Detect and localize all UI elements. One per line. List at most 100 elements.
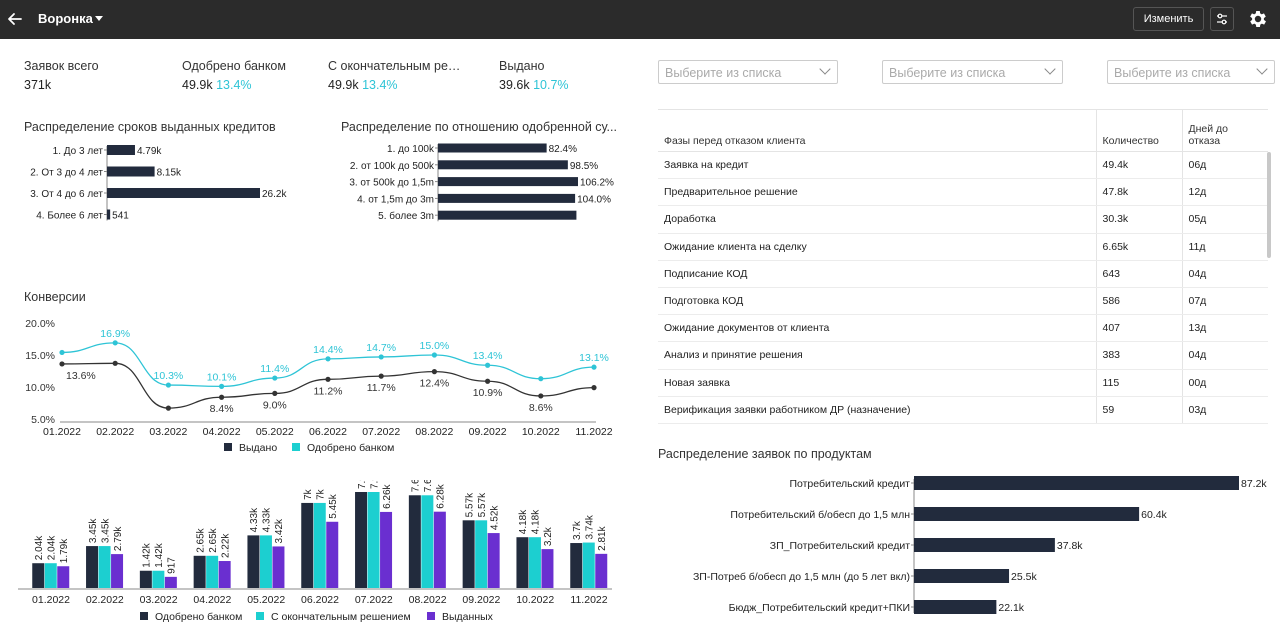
legend-swatch: [224, 443, 232, 451]
data-point: [378, 373, 384, 379]
bar: [152, 570, 165, 588]
column-header[interactable]: Дней до отказа: [1181, 109, 1268, 152]
data-label: 3.74k: [585, 514, 596, 539]
x-tick-label: 11.2022: [575, 426, 612, 438]
data-label: 2.65k: [195, 527, 206, 552]
title-dropdown-icon[interactable]: [95, 16, 103, 21]
table-header-row: Фазы перед отказом клиента Количество Дн…: [658, 109, 1268, 152]
column-header[interactable]: Количество: [1095, 109, 1182, 152]
chevron-down-icon: [1256, 63, 1268, 75]
legend-swatch: [427, 612, 435, 620]
table-scrollbar[interactable]: [1267, 152, 1271, 258]
data-label: 87.2k: [1241, 478, 1267, 490]
data-label: 8.15k: [157, 168, 182, 179]
data-point: [485, 378, 491, 384]
kpi-value: 49.9k: [182, 78, 213, 92]
table-row[interactable]: Доработка 30.3k 05д: [658, 205, 1268, 234]
bar: [408, 495, 421, 588]
table-row[interactable]: Анализ и принятие решения 383 04д: [658, 341, 1268, 370]
bar: [86, 546, 99, 588]
table-row[interactable]: Ожидание клиента на сделку 6.65k 11д: [658, 233, 1268, 261]
data-label: 1.79k: [59, 538, 70, 563]
select-placeholder: Выберите из списка: [889, 66, 1006, 80]
x-tick-label: 10.2022: [522, 426, 560, 438]
table-row[interactable]: Новая заявка 115 00д: [658, 369, 1268, 397]
kpi-value: 49.9k: [328, 78, 359, 92]
chevron-down-icon: [1044, 63, 1056, 75]
data-point: [165, 405, 171, 411]
gear-icon[interactable]: [1247, 8, 1269, 30]
bar: [541, 549, 554, 588]
table-row[interactable]: Верификация заявки работником ДР (назнач…: [658, 396, 1268, 424]
chevron-down-icon: [819, 63, 831, 75]
data-label: 7k: [316, 488, 327, 500]
x-tick-label: 02.2022: [96, 426, 134, 438]
data-label: 541: [112, 211, 129, 222]
phase-name-cell: Предварительное решение: [658, 178, 1096, 207]
products-bar-chart: Потребительский кредит 87.2k Потребительск…: [693, 476, 1267, 614]
data-label: 2.04k: [47, 535, 58, 560]
bar: [433, 511, 446, 588]
data-label: 5.57k: [464, 492, 475, 517]
x-tick-label: 06.2022: [301, 594, 339, 606]
x-tick-label: 08.2022: [409, 594, 447, 606]
legend-swatch: [140, 612, 148, 620]
kpi-label: Заявок всего: [24, 59, 99, 73]
bar: [139, 570, 152, 588]
legend-swatch: [292, 443, 300, 451]
data-label: 106.2%: [580, 178, 614, 189]
count-cell: 49.4k: [1095, 151, 1182, 180]
filter-select-3[interactable]: Выберите из списка: [1107, 60, 1275, 84]
bar: [438, 193, 576, 203]
x-tick-label: 07.2022: [362, 426, 400, 438]
phases-table: Фазы перед отказом клиента Количество Дн…: [658, 109, 1268, 424]
data-label: 104.0%: [577, 194, 611, 205]
data-label: 16.9%: [100, 328, 130, 340]
kpi-label: Одобрено банком: [182, 59, 286, 73]
data-label: 7.63k: [411, 480, 422, 492]
table-row[interactable]: Заявка на кредит 49.4k 06д: [658, 151, 1268, 180]
back-arrow-icon[interactable]: [4, 8, 26, 30]
data-label: 5.57k: [477, 492, 488, 517]
kpi-percent: 10.7%: [533, 78, 569, 92]
filter-settings-button[interactable]: [1210, 7, 1234, 31]
table-row[interactable]: Ожидание документов от клиента 407 13д: [658, 314, 1268, 343]
category-label: 3. от 500k до 1,5m: [349, 178, 434, 189]
data-label: 917: [167, 557, 178, 574]
page-title[interactable]: Воронка: [38, 11, 93, 26]
kpi-percent: 13.4%: [216, 78, 252, 92]
filter-select-2[interactable]: Выберите из списка: [882, 60, 1063, 84]
data-label: 10.9%: [473, 387, 503, 399]
bar: [421, 495, 434, 588]
bar: [301, 502, 314, 588]
bar: [914, 476, 1239, 490]
data-label: 6.28k: [436, 483, 447, 508]
data-label: 15.0%: [420, 340, 450, 352]
data-label: 11.2%: [314, 385, 343, 397]
terms-bar-chart: 1. До 3 лет 4.79k 2. От 3 до 4 лет 8.15k 3. …: [30, 145, 287, 222]
table-row[interactable]: Подписание КОД 643 04д: [658, 260, 1268, 288]
filter-select-1[interactable]: Выберите из списка: [658, 60, 838, 84]
days-cell: 05д: [1181, 205, 1268, 234]
days-cell: 06д: [1181, 151, 1268, 180]
phase-name-cell: Новая заявка: [658, 369, 1096, 397]
column-header[interactable]: Фазы перед отказом клиента: [658, 109, 1096, 152]
data-label: 8.4%: [210, 403, 234, 415]
select-placeholder: Выберите из списка: [665, 66, 782, 80]
table-row[interactable]: Подготовка КОД 586 07д: [658, 287, 1268, 316]
data-label: 2.81k: [597, 525, 608, 550]
count-cell: 59: [1095, 396, 1182, 424]
edit-button[interactable]: Изменить: [1133, 7, 1204, 31]
table-row[interactable]: Предварительное решение 47.8k 12д: [658, 178, 1268, 207]
data-label: 26.2k: [262, 189, 287, 200]
count-cell: 30.3k: [1095, 205, 1182, 234]
bar: [487, 533, 500, 588]
legend-label: Выдано: [239, 442, 277, 454]
x-tick-label: 11.2022: [570, 594, 607, 606]
category-label: ЗП_Потребительский кредит: [770, 540, 910, 552]
data-label: 2.22k: [220, 533, 231, 558]
kpi-percent: 13.4%: [362, 78, 398, 92]
data-label: 25.5k: [1011, 571, 1037, 583]
count-cell: 47.8k: [1095, 178, 1182, 207]
